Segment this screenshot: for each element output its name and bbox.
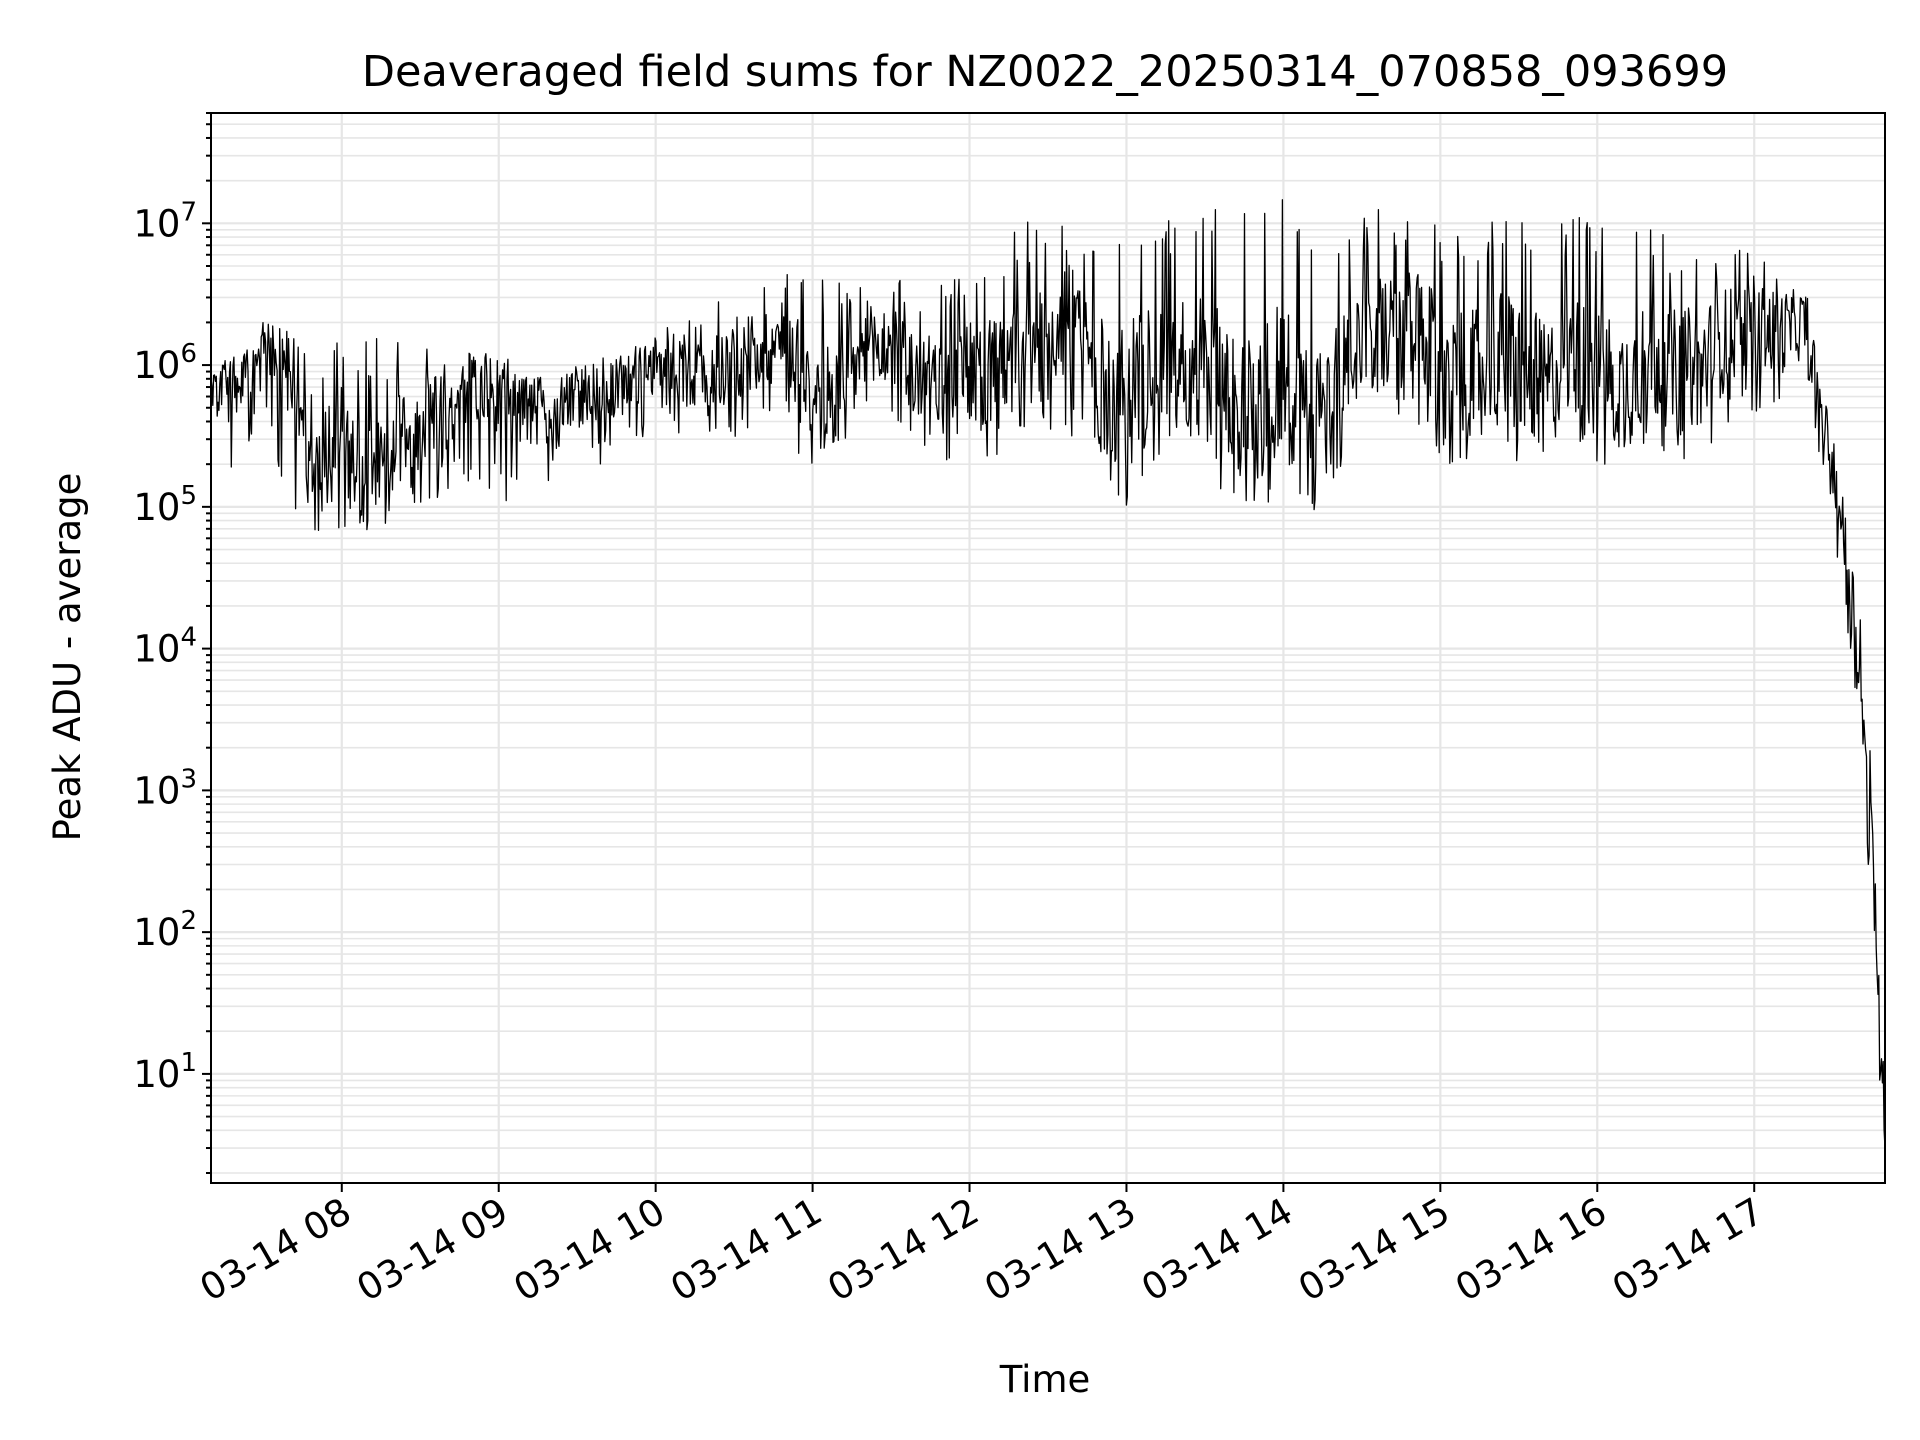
chart-title: Deaveraged field sums for NZ0022_2025031… bbox=[362, 47, 1728, 97]
y-tick-label: 107 bbox=[133, 197, 197, 245]
y-tick-label: 103 bbox=[133, 764, 197, 812]
y-tick-label: 102 bbox=[133, 906, 197, 954]
y-axis-label: Peak ADU - average bbox=[46, 473, 89, 842]
y-tick-label: 106 bbox=[133, 339, 197, 387]
y-tick-label: 105 bbox=[133, 481, 197, 529]
x-axis-label: Time bbox=[999, 1358, 1091, 1401]
y-tick-label: 104 bbox=[133, 623, 197, 671]
grid-layer bbox=[211, 112, 1885, 1183]
series-layer bbox=[210, 199, 1886, 1149]
y-tick-label: 101 bbox=[133, 1048, 197, 1096]
series-line bbox=[210, 199, 1886, 1149]
